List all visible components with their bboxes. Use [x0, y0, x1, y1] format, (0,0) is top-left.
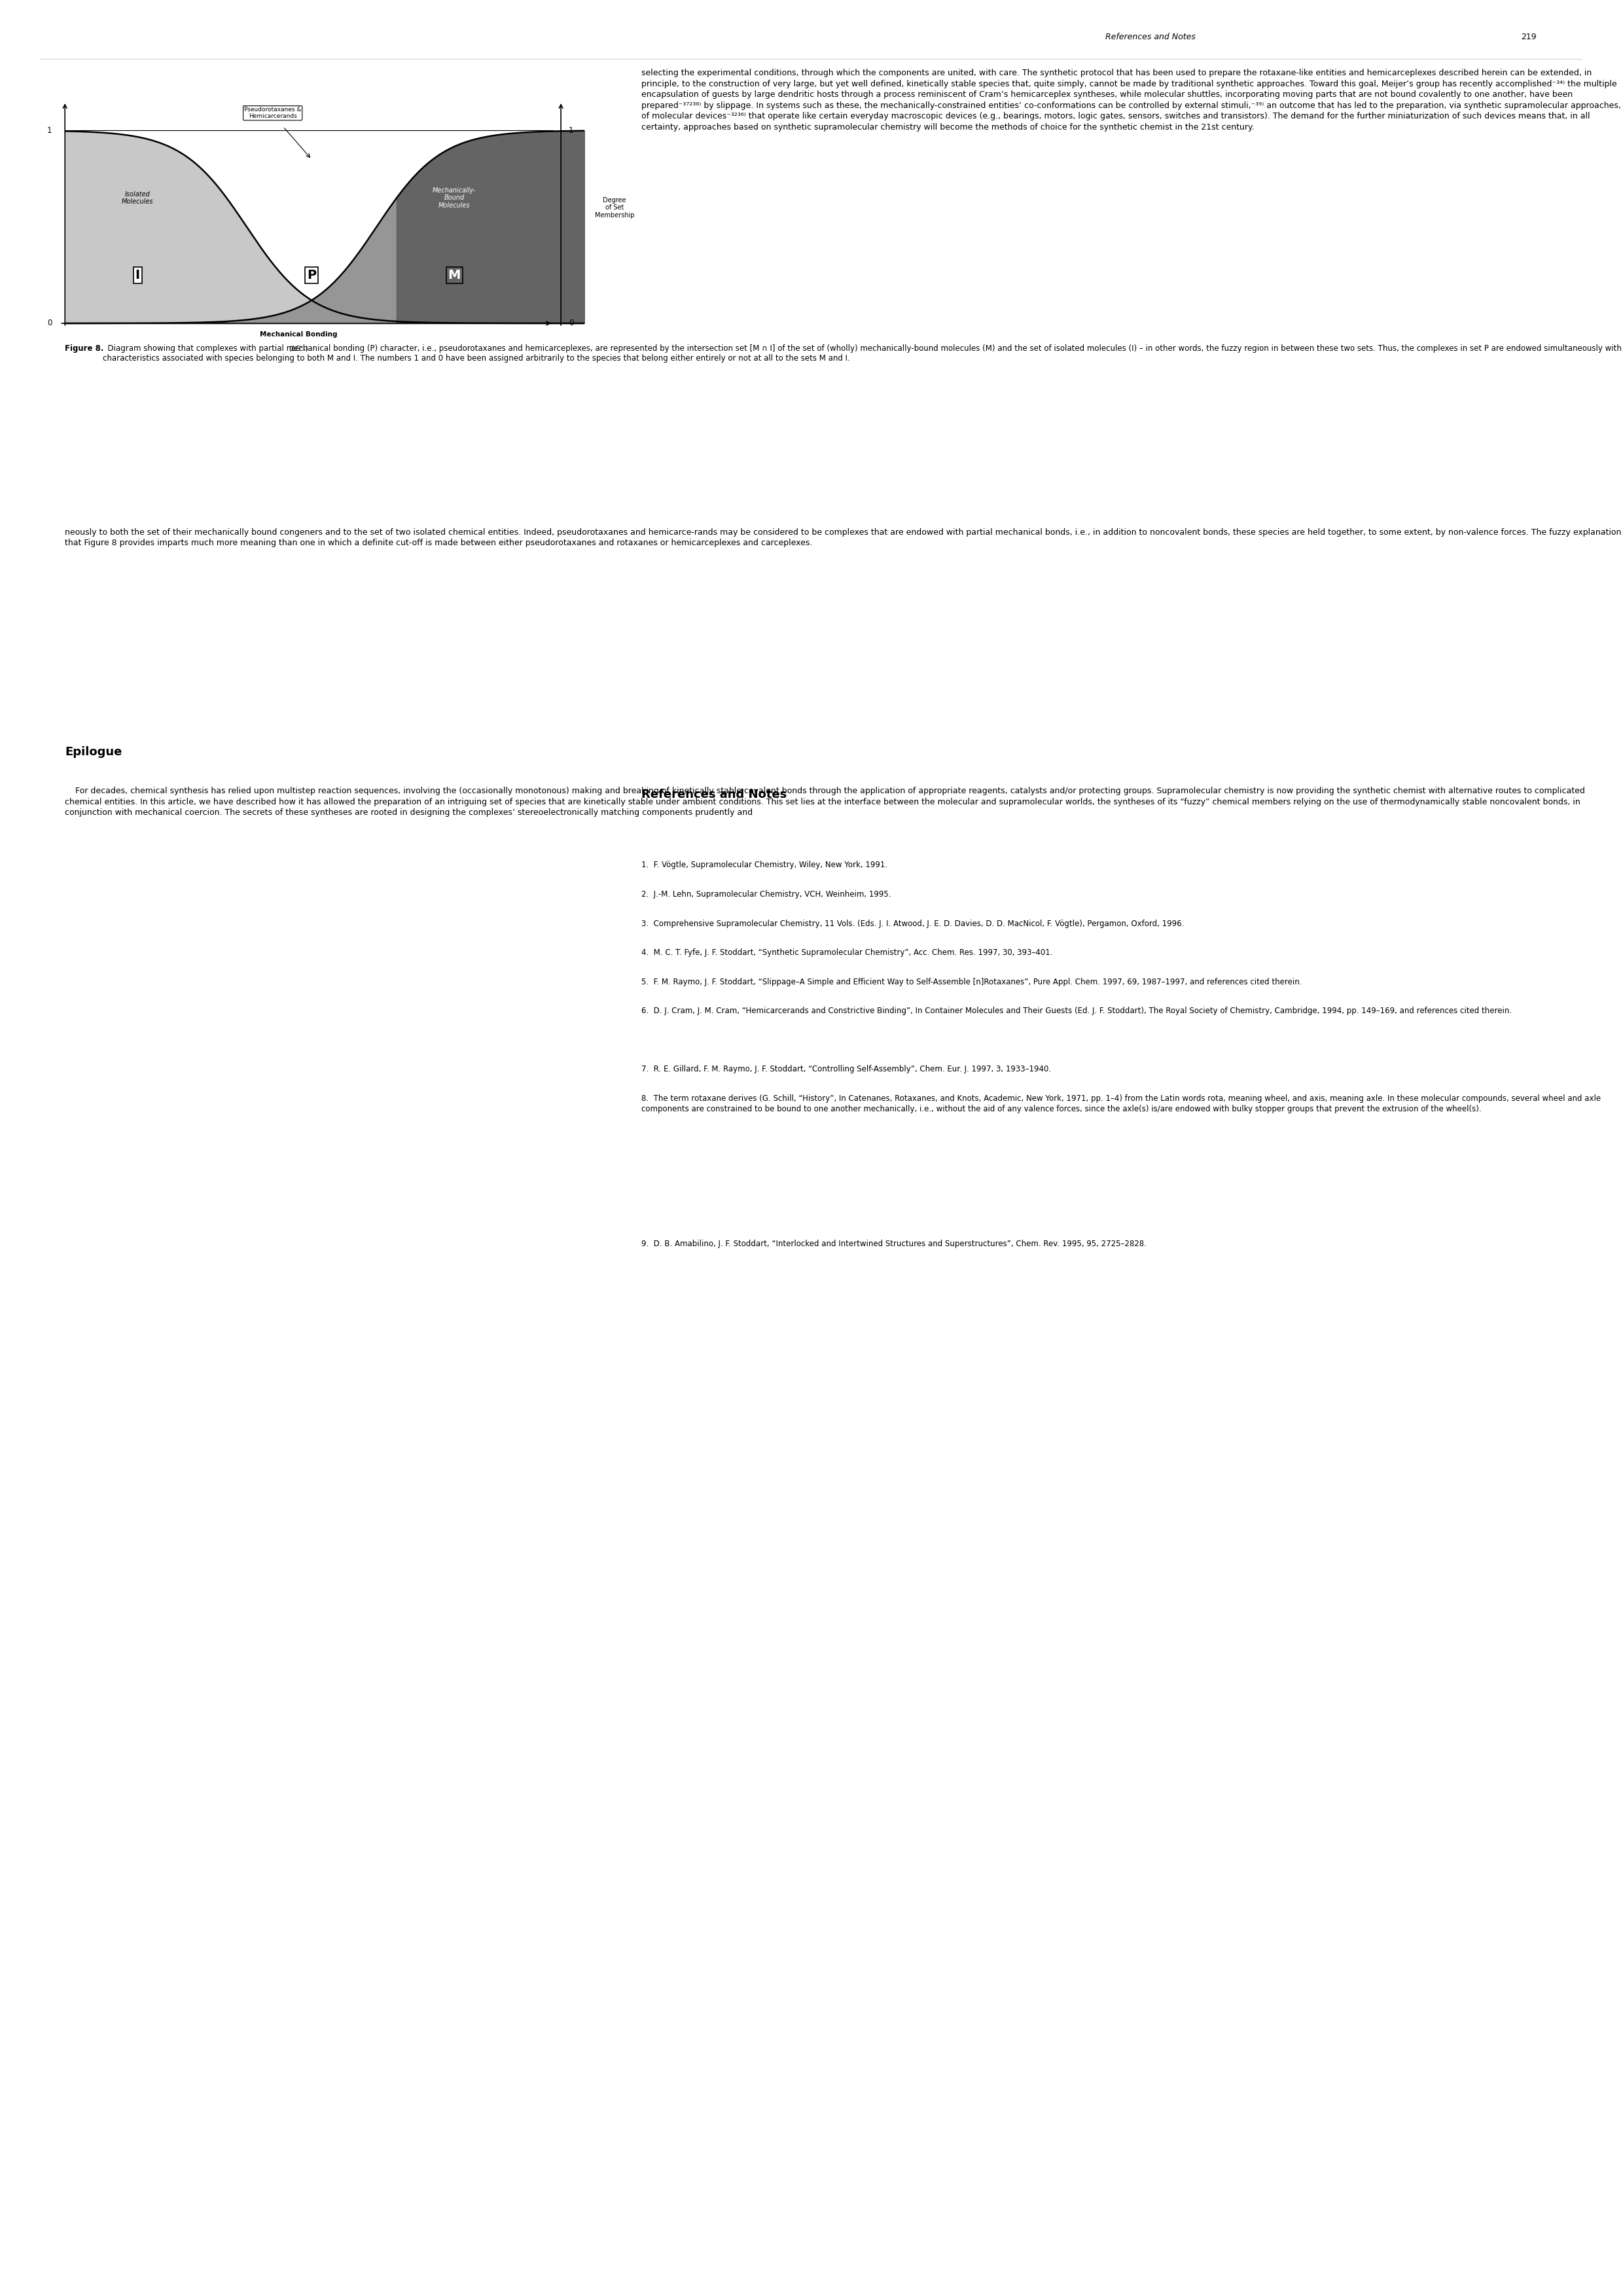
Text: 2.  J.-M. Lehn, Supramolecular Chemistry, VCH, Weinheim, 1995.: 2. J.-M. Lehn, Supramolecular Chemistry,… [641, 891, 891, 898]
Text: selecting the experimental conditions, through which the components are united, : selecting the experimental conditions, t… [641, 69, 1621, 131]
Text: Figure 8.: Figure 8. [65, 344, 104, 354]
Text: Diagram showing that complexes with partial mechanical bonding (P) character, i.: Diagram showing that complexes with part… [102, 344, 1621, 363]
Text: 6.  D. J. Cram, J. M. Cram, “Hemicarcerands and Constrictive Binding”, In Contai: 6. D. J. Cram, J. M. Cram, “Hemicarceran… [641, 1006, 1511, 1015]
Text: 9.  D. B. Amabilino, J. F. Stoddart, “Interlocked and Intertwined Structures and: 9. D. B. Amabilino, J. F. Stoddart, “Int… [641, 1240, 1146, 1249]
Text: Isolated
Molecules: Isolated Molecules [122, 191, 154, 204]
Text: 1: 1 [47, 126, 52, 135]
Text: 219: 219 [1521, 32, 1537, 41]
Text: 5.  F. M. Raymo, J. F. Stoddart, “Slippage–A Simple and Efficient Way to Self-As: 5. F. M. Raymo, J. F. Stoddart, “Slippag… [641, 978, 1302, 985]
Text: 4.  M. C. T. Fyfe, J. F. Stoddart, “Synthetic Supramolecular Chemistry”, Acc. Ch: 4. M. C. T. Fyfe, J. F. Stoddart, “Synth… [641, 948, 1052, 957]
Text: For decades, chemical synthesis has relied upon multistep reaction sequences, in: For decades, chemical synthesis has reli… [65, 788, 1586, 817]
Text: Epilogue: Epilogue [65, 746, 122, 758]
Text: 1.  F. Vögtle, Supramolecular Chemistry, Wiley, New York, 1991.: 1. F. Vögtle, Supramolecular Chemistry, … [641, 861, 888, 870]
Text: (ΔGᵇₐ): (ΔGᵇₐ) [289, 344, 308, 351]
Text: P: P [307, 269, 316, 282]
Text: Pseudorotaxanes &
Hemicarcerands: Pseudorotaxanes & Hemicarcerands [243, 106, 302, 119]
Text: 7.  R. E. Gillard, F. M. Raymo, J. F. Stoddart, “Controlling Self-Assembly”, Che: 7. R. E. Gillard, F. M. Raymo, J. F. Sto… [641, 1065, 1050, 1075]
Text: References and Notes: References and Notes [641, 788, 787, 801]
Text: 8.  The term rotaxane derives (G. Schill, “History”, In Catenanes, Rotaxanes, an: 8. The term rotaxane derives (G. Schill,… [641, 1095, 1600, 1114]
Text: 1: 1 [568, 126, 573, 135]
Text: I: I [135, 269, 140, 282]
Text: neously to both the set of their mechanically bound congeners and to the set of : neously to both the set of their mechani… [65, 528, 1621, 546]
Text: 0: 0 [47, 319, 52, 328]
Text: 0: 0 [568, 319, 573, 328]
Text: 3.  Comprehensive Supramolecular Chemistry, 11 Vols. (Eds. J. I. Atwood, J. E. D: 3. Comprehensive Supramolecular Chemistr… [641, 918, 1183, 928]
Text: Mechanical Bonding: Mechanical Bonding [260, 331, 338, 338]
Text: Mechanically-
Bound
Molecules: Mechanically- Bound Molecules [433, 186, 476, 209]
Text: M: M [448, 269, 461, 282]
Text: References and Notes: References and Notes [1105, 32, 1196, 41]
Text: Degree
of Set
Membership: Degree of Set Membership [594, 197, 635, 218]
